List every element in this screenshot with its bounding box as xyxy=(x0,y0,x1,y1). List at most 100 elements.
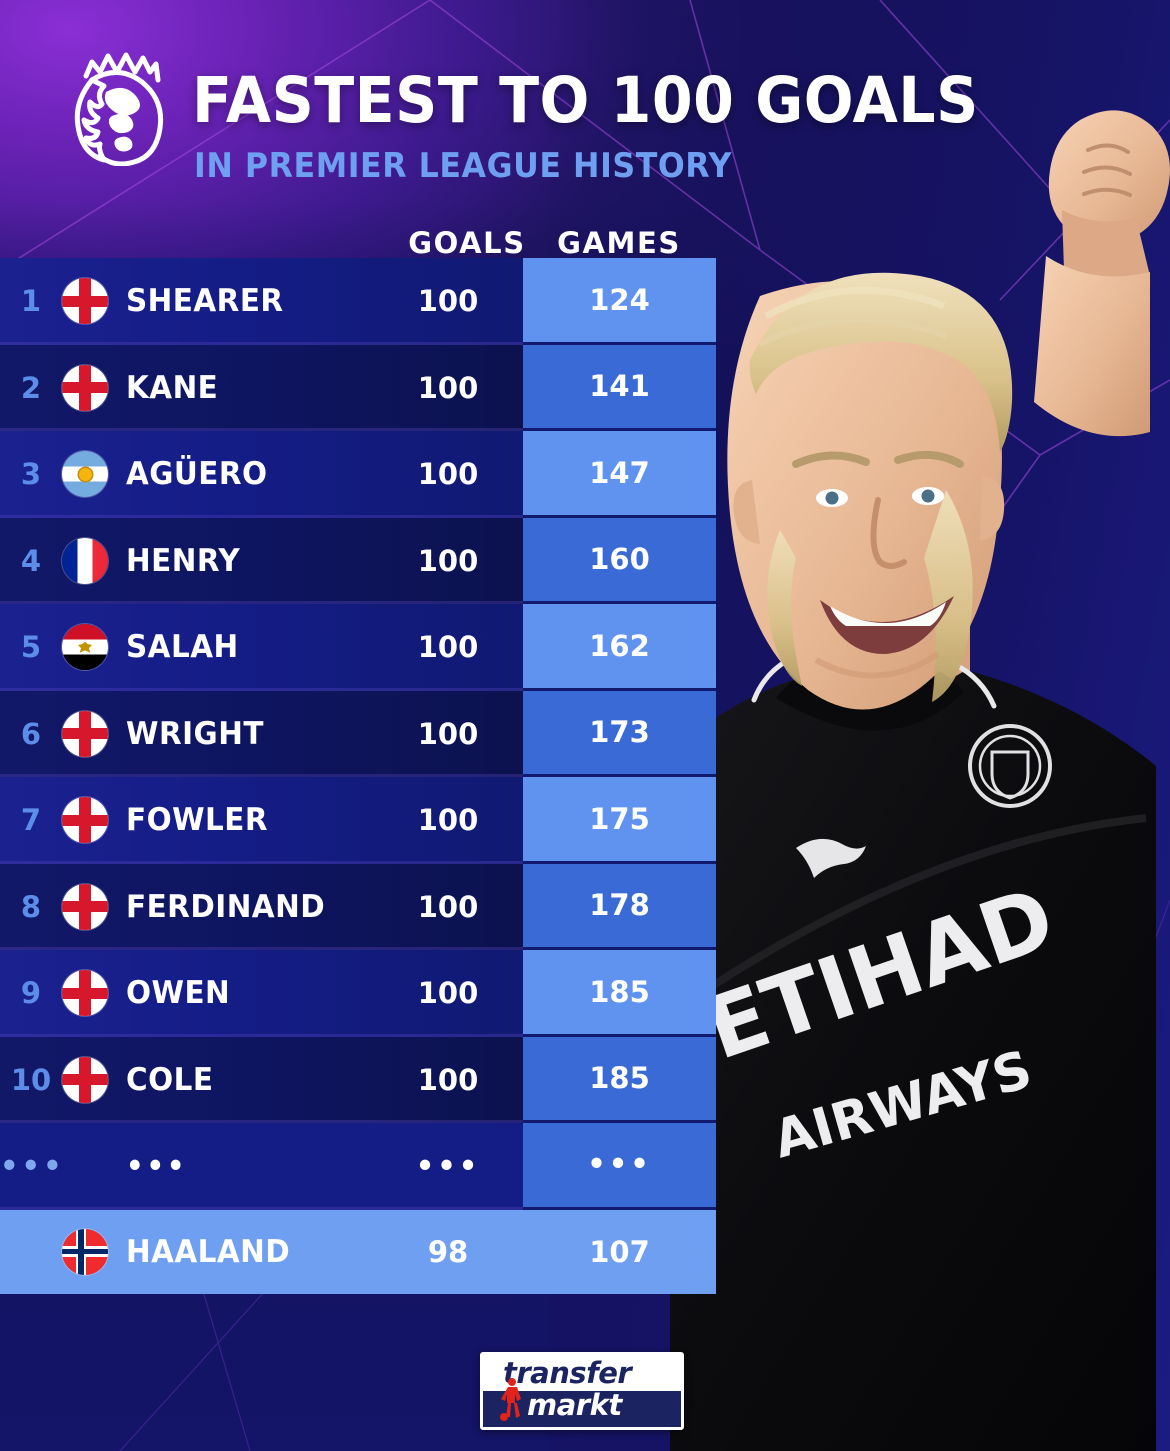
page-subtitle: IN PREMIER LEAGUE HISTORY xyxy=(194,146,732,186)
row-right: 147 xyxy=(523,431,716,518)
row-right: 124 xyxy=(523,258,716,345)
rank-number: 7 xyxy=(20,803,42,838)
games-value: 173 xyxy=(589,715,650,750)
leaderboard-table: 1 SHEARER 100 124 2 KANE 100 141 xyxy=(0,258,716,1294)
rank-number: 5 xyxy=(20,630,42,665)
brand-line1: transfer xyxy=(503,1356,632,1390)
premier-league-lion-icon xyxy=(74,52,164,166)
games-value: 185 xyxy=(589,1061,650,1096)
row-right: 173 xyxy=(523,690,716,777)
footballer-figure-icon xyxy=(500,1378,521,1421)
column-header-goals: GOALS xyxy=(408,226,526,260)
table-row-highlighted[interactable]: HAALAND 98 107 xyxy=(0,1209,716,1294)
england-flag-icon xyxy=(62,970,108,1017)
row-left: 7 FOWLER 100 xyxy=(0,777,523,864)
table-row[interactable]: 5 SALAH 100 162 xyxy=(0,604,716,691)
goals-value: 100 xyxy=(417,630,479,665)
goals-value: 100 xyxy=(417,370,479,405)
ellipsis-rank: ••• xyxy=(0,1149,65,1184)
goals-value: 98 xyxy=(427,1234,469,1269)
player-name: FOWLER xyxy=(126,802,269,839)
player-name: WRIGHT xyxy=(126,715,264,752)
england-flag-icon xyxy=(62,278,108,325)
england-flag-icon xyxy=(62,883,108,930)
table-row[interactable]: 7 FOWLER 100 175 xyxy=(0,777,716,864)
argentina-flag-icon xyxy=(62,451,108,498)
player-photo: ETIHAD AIRWAYS xyxy=(610,60,1170,1451)
player-name: OWEN xyxy=(126,975,231,1012)
england-flag-icon xyxy=(62,797,108,844)
table-row[interactable]: 4 HENRY 100 160 xyxy=(0,517,716,604)
table-row[interactable]: 9 OWEN 100 185 xyxy=(0,950,716,1037)
column-header-games: GAMES xyxy=(557,226,681,260)
rank-number: 9 xyxy=(20,976,42,1011)
france-flag-icon xyxy=(62,537,108,584)
row-left: 8 FERDINAND 100 xyxy=(0,863,523,950)
player-name: KANE xyxy=(126,369,219,406)
row-right: 185 xyxy=(523,1036,716,1123)
goals-value: 100 xyxy=(417,803,479,838)
games-value: 178 xyxy=(589,888,650,923)
jersey: ETIHAD AIRWAYS xyxy=(670,657,1156,1451)
rank-number: 8 xyxy=(20,889,42,924)
row-right: ••• xyxy=(523,1123,716,1210)
player-name: SHEARER xyxy=(126,283,284,320)
table-row[interactable]: 1 SHEARER 100 124 xyxy=(0,258,716,345)
row-left: 6 WRIGHT 100 xyxy=(0,690,523,777)
player-name: HAALAND xyxy=(126,1233,291,1270)
goals-value: 100 xyxy=(417,284,479,319)
table-row[interactable]: 8 FERDINAND 100 178 xyxy=(0,863,716,950)
row-left: 4 HENRY 100 xyxy=(0,517,523,604)
goals-value: 100 xyxy=(417,543,479,578)
rank-number: 2 xyxy=(20,370,42,405)
player-name: FERDINAND xyxy=(126,888,326,925)
raised-fist xyxy=(1034,110,1170,437)
rank-number: 1 xyxy=(20,284,42,319)
goals-value: 100 xyxy=(417,1062,479,1097)
games-value: 147 xyxy=(589,455,650,490)
player-name: SALAH xyxy=(126,629,239,666)
england-flag-icon xyxy=(62,1056,108,1103)
table-row[interactable]: 6 WRIGHT 100 173 xyxy=(0,690,716,777)
goals-value: 100 xyxy=(417,976,479,1011)
table-row[interactable]: 2 KANE 100 141 xyxy=(0,344,716,431)
player-name: COLE xyxy=(126,1061,214,1098)
row-right: 141 xyxy=(523,344,716,431)
games-value: 124 xyxy=(589,282,650,317)
row-left: 3 AGÜERO 100 xyxy=(0,431,523,518)
row-right: 178 xyxy=(523,863,716,950)
row-right: 185 xyxy=(523,950,716,1037)
ellipsis-name: ••• xyxy=(126,1149,188,1184)
table-row[interactable]: 10 COLE 100 185 xyxy=(0,1036,716,1123)
player-head xyxy=(727,272,1013,710)
row-left: 2 KANE 100 xyxy=(0,344,523,431)
page-title: FASTEST TO 100 GOALS xyxy=(192,64,979,137)
games-value: 107 xyxy=(589,1234,650,1269)
logo-top-band xyxy=(483,1355,681,1391)
transfermarkt-logo[interactable]: transfer markt xyxy=(480,1352,684,1430)
rank-number: 4 xyxy=(20,543,42,578)
header: FASTEST TO 100 GOALS IN PREMIER LEAGUE H… xyxy=(52,28,1052,198)
rank-number: 6 xyxy=(20,716,42,751)
row-left: 9 OWEN 100 xyxy=(0,950,523,1037)
ellipsis-goals: ••• xyxy=(415,1149,481,1184)
rank-number: 10 xyxy=(10,1062,52,1097)
row-left: HAALAND 98 xyxy=(0,1209,523,1294)
table-row[interactable]: 3 AGÜERO 100 147 xyxy=(0,431,716,518)
player-name: HENRY xyxy=(126,542,241,579)
games-value: 185 xyxy=(589,974,650,1009)
games-value: 162 xyxy=(589,628,650,663)
row-right: 162 xyxy=(523,604,716,691)
goals-value: 100 xyxy=(417,889,479,924)
norway-flag-icon xyxy=(62,1228,108,1275)
row-right: 175 xyxy=(523,777,716,864)
row-left: 5 SALAH 100 xyxy=(0,604,523,691)
goals-value: 100 xyxy=(417,716,479,751)
egypt-flag-icon xyxy=(62,624,108,671)
puma-logo-icon xyxy=(796,838,866,878)
row-right: 107 xyxy=(523,1209,716,1294)
manchester-city-badge-icon xyxy=(968,724,1052,808)
goals-value: 100 xyxy=(417,457,479,492)
games-value: 160 xyxy=(589,542,650,577)
